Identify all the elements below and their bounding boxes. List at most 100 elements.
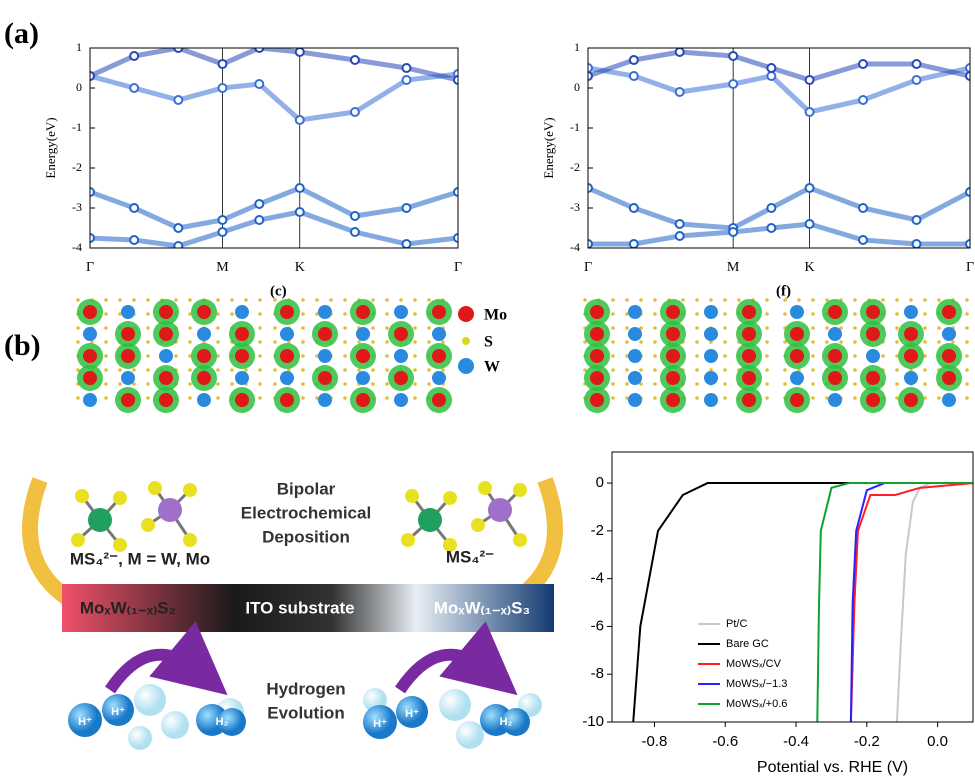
- s-atom: [723, 382, 727, 386]
- proton-label: H⁺: [373, 718, 387, 730]
- s-atom: [723, 298, 727, 302]
- band-marker: [858, 235, 869, 245]
- legend-label: S: [484, 334, 493, 351]
- y-tick-label: 0: [76, 80, 82, 94]
- s-atom: [343, 326, 347, 330]
- s-atom: [923, 340, 927, 344]
- w-atom: [458, 358, 474, 374]
- y-tick-label: -6: [591, 617, 604, 634]
- w-atom: [394, 393, 408, 407]
- s-atom: [797, 298, 801, 302]
- band-marker: [349, 227, 360, 237]
- band-marker: [911, 239, 922, 248]
- x-tick-label: K: [804, 260, 814, 275]
- mo-atom: [159, 371, 173, 385]
- s-atom: [653, 340, 657, 344]
- mo-atom: [590, 393, 604, 407]
- s-atom: [216, 354, 220, 358]
- s-atom: [174, 298, 178, 302]
- band-marker: [173, 48, 184, 53]
- s-atom: [825, 396, 829, 400]
- s-atom: [625, 312, 629, 316]
- scheme-text: Hydrogen: [266, 679, 345, 698]
- s-atom: [923, 396, 927, 400]
- s-atom: [371, 326, 375, 330]
- s-atom: [188, 368, 192, 372]
- mo-atom: [828, 371, 842, 385]
- y-tick-label: -2: [570, 160, 580, 174]
- band-marker: [728, 79, 739, 89]
- plot-frame: [89, 47, 459, 249]
- arrow: [395, 621, 518, 696]
- w-atom: [704, 349, 718, 363]
- s-atom: [765, 298, 769, 302]
- s-atom: [783, 312, 787, 316]
- s-atom: [723, 396, 727, 400]
- s-atom: [104, 312, 108, 316]
- mo-atom: [356, 349, 370, 363]
- scheme: Bipolar Electrochemical Deposition MS₄²⁻…: [22, 477, 563, 750]
- band-marker: [294, 183, 305, 193]
- band-marker: [254, 199, 265, 209]
- band-marker: [173, 241, 184, 248]
- band-marker: [728, 51, 739, 61]
- s-atom: [965, 382, 969, 386]
- s-atom: [104, 340, 108, 344]
- mo-atom: [121, 393, 135, 407]
- s-atom: [923, 326, 927, 330]
- band-marker: [588, 63, 593, 73]
- mo-atom: [590, 327, 604, 341]
- s-atom: [76, 396, 80, 400]
- band-marker: [217, 59, 228, 69]
- s-atom: [681, 298, 685, 302]
- s-atom: [146, 382, 150, 386]
- proton-label: H⁺: [111, 706, 125, 718]
- s-atom: [709, 368, 713, 372]
- s-atom: [811, 396, 815, 400]
- s-atom: [653, 382, 657, 386]
- s-atom: [653, 354, 657, 358]
- s-atom: [230, 368, 234, 372]
- w-atom: [197, 393, 211, 407]
- mo-atom: [942, 349, 956, 363]
- mo-atom: [83, 305, 97, 319]
- y-tick-label: -2: [591, 522, 604, 539]
- s-atom: [765, 368, 769, 372]
- s-atom: [797, 368, 801, 372]
- s-atom: [765, 340, 769, 344]
- w-atom: [628, 393, 642, 407]
- band-marker: [588, 71, 593, 81]
- plot-frame: [587, 47, 971, 249]
- s-atom: [399, 298, 403, 302]
- band-marker: [453, 187, 458, 197]
- substrate-label: ITO substrate: [245, 598, 354, 617]
- s-atom: [923, 382, 927, 386]
- s-atom: [427, 326, 431, 330]
- band-marker: [254, 215, 265, 225]
- s-atom: [90, 340, 94, 344]
- w-atom: [83, 393, 97, 407]
- s-atom: [825, 326, 829, 330]
- s-atom: [765, 354, 769, 358]
- band-marker: [349, 55, 360, 65]
- band-marker: [401, 203, 412, 213]
- s-atom: [625, 354, 629, 358]
- band-marker: [674, 219, 685, 229]
- s-atom: [104, 396, 108, 400]
- s-atom: [895, 396, 899, 400]
- scheme-text: Evolution: [267, 703, 344, 722]
- s-atom: [216, 396, 220, 400]
- y-axis-label: Energy(eV): [43, 117, 58, 178]
- mo-atom: [280, 305, 294, 319]
- y-tick-label: -1: [570, 120, 580, 134]
- mo-atom: [280, 349, 294, 363]
- y-tick-label: 1: [76, 40, 82, 54]
- s-atom: [188, 396, 192, 400]
- s-atom: [76, 298, 80, 302]
- band-marker: [858, 95, 869, 105]
- s-atom: [639, 340, 643, 344]
- mo-atom: [432, 393, 446, 407]
- mo-atom: [666, 327, 680, 341]
- series-line: [816, 482, 973, 722]
- w-atom: [280, 371, 294, 385]
